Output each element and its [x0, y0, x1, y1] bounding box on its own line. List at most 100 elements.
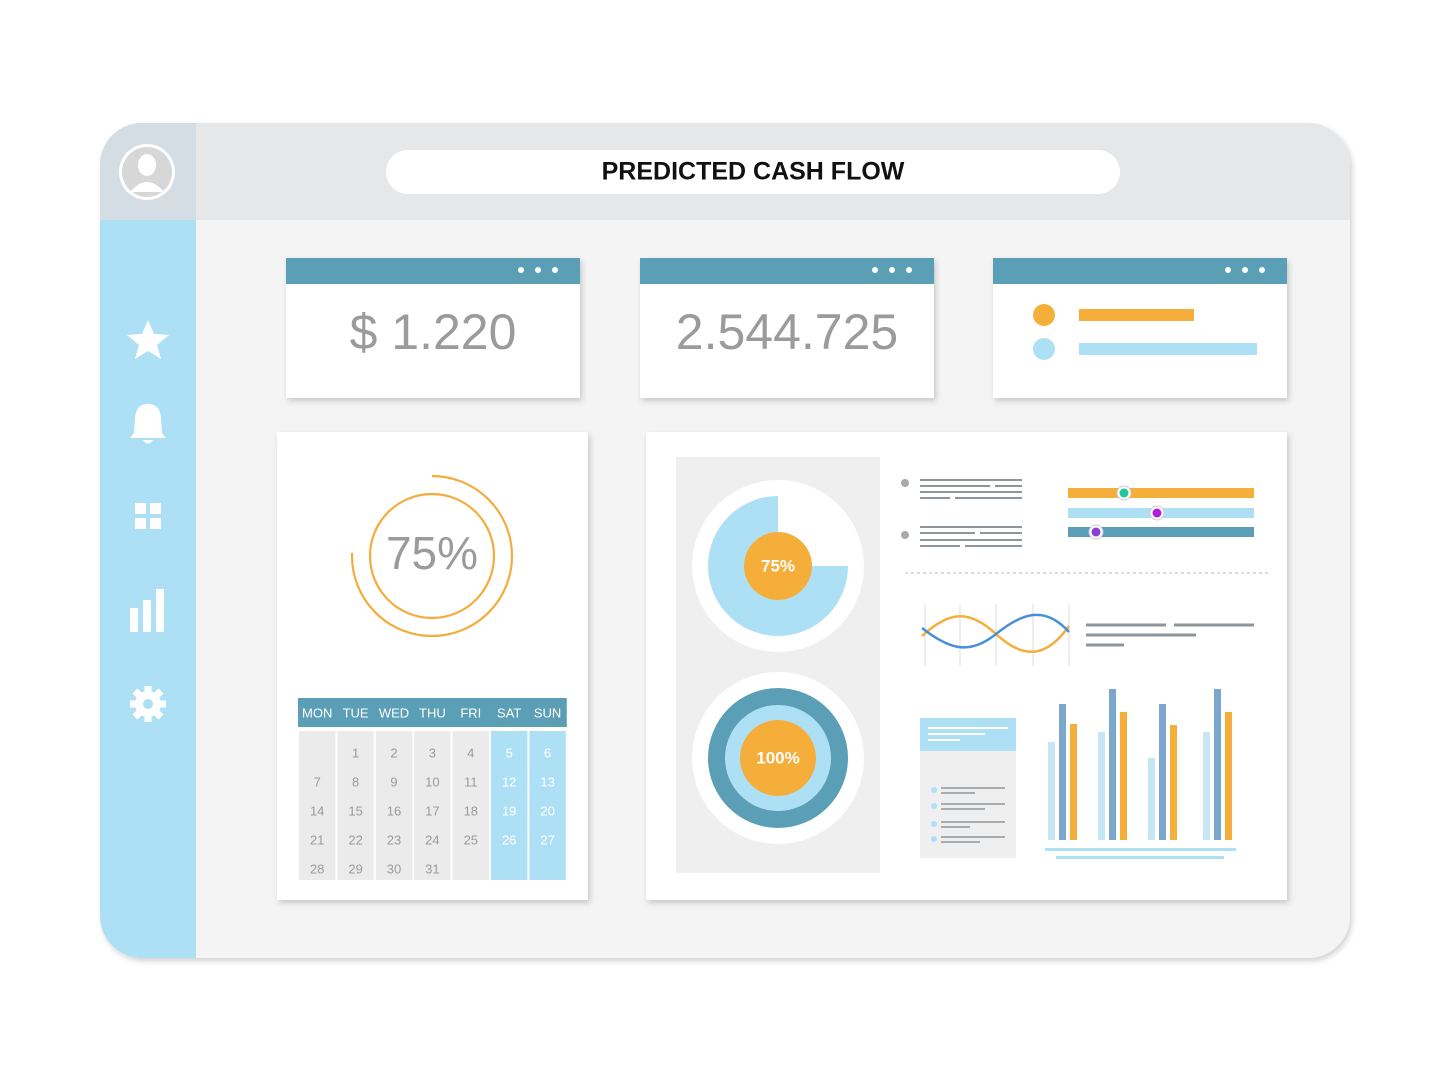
bar-chart-decoration-part	[1148, 758, 1155, 840]
list-card-part	[941, 787, 1005, 843]
calendar-column	[414, 731, 451, 880]
text-lines-part	[901, 479, 909, 487]
legend-card-content-part	[1033, 338, 1055, 360]
list-card	[920, 718, 1016, 858]
calendar-day: 18	[464, 803, 478, 818]
calendar-day: 27	[540, 832, 554, 847]
wave-chart-part	[1086, 623, 1254, 647]
avatar-part	[138, 154, 156, 176]
grid-icon-part	[150, 518, 161, 529]
list-card-part-part	[931, 803, 937, 809]
card-menu-dot[interactable]	[518, 267, 524, 273]
star-icon[interactable]	[127, 320, 169, 359]
grid-icon-part	[135, 503, 146, 514]
bar-chart-decoration-part	[1048, 742, 1055, 840]
sliders-part	[1068, 488, 1254, 498]
donut-center	[740, 720, 816, 796]
sliders-part	[1119, 488, 1129, 498]
weekday-label: THU	[419, 705, 446, 720]
calendar-day: 31	[425, 861, 439, 876]
bar-chart-decoration-part	[1098, 732, 1105, 840]
calendar-day: 7	[314, 774, 321, 789]
card-menu-dot[interactable]	[535, 267, 541, 273]
legend-card-content	[1033, 304, 1257, 360]
calendar-column	[529, 731, 566, 880]
list-card-part-part	[931, 836, 937, 842]
sliders-part	[1068, 527, 1254, 537]
wave-chart-part	[921, 613, 1070, 649]
sliders-part	[1152, 508, 1162, 518]
card-menu-dot[interactable]	[872, 267, 878, 273]
gauge	[350, 474, 514, 638]
calendar-day: 19	[502, 803, 516, 818]
calendar-day: 30	[387, 861, 401, 876]
card-menu-dot[interactable]	[1259, 267, 1265, 273]
chart-icon-part	[130, 608, 138, 632]
calendar-day: 4	[467, 745, 474, 760]
list-card-part	[928, 727, 1008, 741]
calendar-day: 16	[387, 803, 401, 818]
card-menu-dot[interactable]	[1225, 267, 1231, 273]
bar-chart-decoration-part	[1120, 712, 1127, 840]
bar-chart-decoration-part	[1070, 724, 1077, 840]
calendar-day: 24	[425, 832, 439, 847]
grid-icon[interactable]	[135, 503, 161, 529]
legend-card-content-part	[1079, 343, 1257, 355]
avatar[interactable]	[119, 144, 175, 200]
calendar-day: 17	[425, 803, 439, 818]
pie-center	[744, 532, 812, 600]
calendar-day: 25	[464, 832, 478, 847]
donut-label: 100%	[756, 748, 799, 767]
legend-card-content-part	[1033, 304, 1055, 326]
weekday-label: SUN	[534, 705, 561, 720]
sidebar-icons	[127, 320, 169, 722]
gauge-part	[350, 474, 514, 638]
card-menu-dot[interactable]	[552, 267, 558, 273]
bar-chart-decoration-part	[1159, 704, 1166, 840]
sliders-part	[1091, 527, 1101, 537]
calendar-day: 15	[348, 803, 362, 818]
calendar-day: 14	[310, 803, 324, 818]
calendar-day: 9	[390, 774, 397, 789]
calendar-day: 20	[540, 803, 554, 818]
calendar-column	[452, 731, 489, 880]
card-value: $ 1.220	[350, 304, 517, 360]
settings-icon[interactable]	[130, 686, 166, 722]
card-menu-dot[interactable]	[889, 267, 895, 273]
gauge-label: 75%	[386, 527, 478, 579]
calendar-column	[337, 731, 374, 880]
calendar-day: 21	[310, 832, 324, 847]
calendar-day: 5	[506, 745, 513, 760]
calendar-day: 28	[310, 861, 324, 876]
calendar-header	[298, 698, 567, 727]
chart-icon-part	[156, 589, 164, 632]
text-lines-part	[901, 531, 909, 539]
list-card-part-part	[931, 821, 937, 827]
calendar-day: 23	[387, 832, 401, 847]
card-menu-dot[interactable]	[906, 267, 912, 273]
grid-icon-part	[135, 518, 146, 529]
weekday-label: FRI	[460, 705, 481, 720]
bar-chart-decoration-part	[1045, 848, 1236, 851]
bell-icon[interactable]	[130, 404, 166, 444]
weekday-label: WED	[379, 705, 409, 720]
gauge-part	[368, 492, 496, 620]
weekday-label: SAT	[497, 705, 521, 720]
calendar-day: 29	[348, 861, 362, 876]
calendar-day: 3	[429, 745, 436, 760]
calendar-day: 11	[464, 774, 478, 789]
calendar-day: 2	[390, 745, 397, 760]
chart-icon[interactable]	[130, 589, 164, 632]
weekday-label: MON	[302, 705, 332, 720]
weekday-label: TUE	[343, 705, 369, 720]
wave-chart	[921, 604, 1254, 666]
legend-card-content-part	[1079, 309, 1194, 321]
calendar-day: 26	[502, 832, 516, 847]
card-header	[286, 258, 580, 284]
card-menu-dot[interactable]	[1242, 267, 1248, 273]
calendar-day: 13	[540, 774, 554, 789]
sliders	[1068, 485, 1254, 540]
card-header	[993, 258, 1287, 284]
chart-icon-part	[143, 600, 151, 632]
